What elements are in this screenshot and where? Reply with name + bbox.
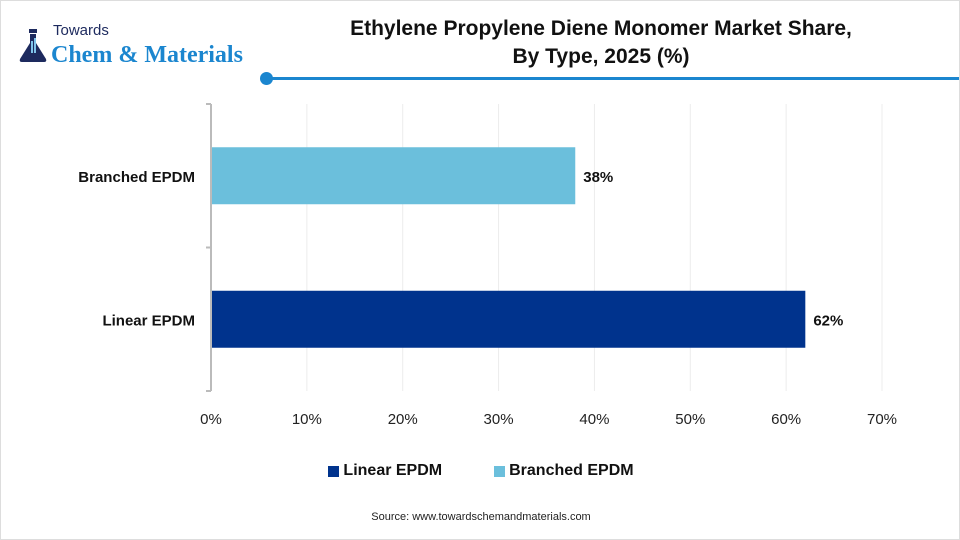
y-category-label: Linear EPDM: [102, 312, 195, 329]
y-category-label: Branched EPDM: [78, 169, 195, 186]
x-tick-label: 10%: [292, 411, 322, 428]
logo: Towards Chem & Materials: [19, 23, 259, 71]
source-note: Source: www.towardschemandmaterials.com: [371, 511, 591, 523]
x-tick-label: 40%: [579, 411, 609, 428]
logo-small-text: Towards: [53, 22, 109, 39]
chart-title: Ethylene Propylene Diene Monomer Market …: [271, 15, 931, 71]
x-tick-label: 30%: [484, 411, 514, 428]
data-label: 38%: [583, 169, 613, 186]
legend-item-branched: Branched EPDM: [494, 462, 634, 480]
legend: Linear EPDM Branched EPDM: [1, 462, 959, 480]
bar-linear-epdm: [212, 290, 806, 348]
title-rule-dot: [260, 72, 273, 85]
legend-swatch-linear: [328, 465, 340, 477]
logo-big-text: Chem & Materials: [51, 42, 243, 68]
flask-icon: [19, 29, 47, 62]
data-label: 62%: [813, 312, 843, 329]
chart-title-line-2: By Type, 2025 (%): [512, 45, 690, 68]
legend-label-branched: Branched EPDM: [509, 462, 634, 479]
title-rule: [267, 77, 959, 80]
x-tick-label: 60%: [771, 411, 801, 428]
x-tick-label: 70%: [867, 411, 897, 428]
chart-title-line-1: Ethylene Propylene Diene Monomer Market …: [350, 17, 852, 40]
bar-branched-epdm: [212, 147, 576, 205]
x-tick-label: 0%: [200, 411, 222, 428]
legend-label-linear: Linear EPDM: [343, 462, 443, 479]
x-tick-label: 50%: [675, 411, 705, 428]
x-tick-label: 20%: [388, 411, 418, 428]
legend-item-linear: Linear EPDM: [328, 462, 442, 480]
legend-swatch-branched: [494, 465, 506, 477]
